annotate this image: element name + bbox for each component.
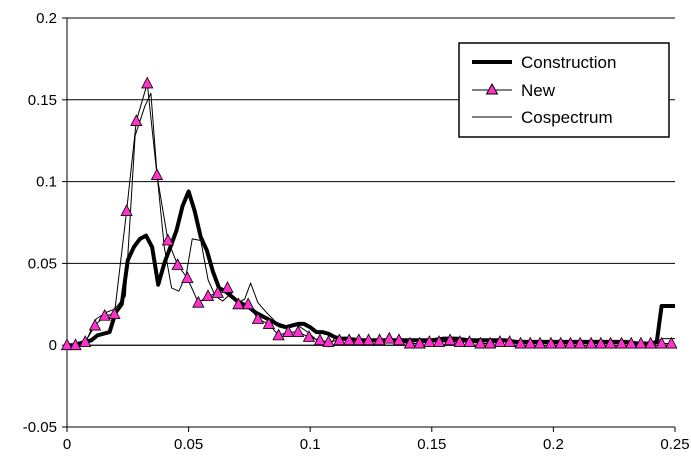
data-point-new <box>493 335 507 347</box>
data-point-new <box>362 333 375 346</box>
y-tick-label: 0.15 <box>28 92 57 109</box>
data-point-new <box>474 336 487 349</box>
data-point-new <box>302 330 316 342</box>
data-point-new <box>232 297 245 310</box>
data-point-new <box>383 331 396 344</box>
data-point-new <box>141 76 154 89</box>
data-point-new <box>514 336 527 349</box>
data-point-new <box>108 307 121 320</box>
data-point-new <box>544 336 558 349</box>
data-point-new <box>594 336 607 349</box>
data-point-new <box>625 336 638 349</box>
data-point-new <box>604 336 617 349</box>
data-point-new <box>242 297 255 310</box>
data-point-new <box>60 338 74 351</box>
y-tick-label: 0.1 <box>36 174 57 191</box>
data-point-new <box>333 333 346 346</box>
x-tick-label: 0.1 <box>300 436 321 453</box>
legend-label-construction: Construction <box>521 53 616 72</box>
data-point-new <box>262 317 276 329</box>
x-tick-label: 0.05 <box>174 436 203 453</box>
data-point-new <box>130 114 143 126</box>
data-point-new <box>484 336 497 349</box>
data-point-new <box>322 335 335 347</box>
data-point-new <box>615 336 628 349</box>
data-point-new <box>282 325 295 338</box>
data-point-new <box>453 335 466 347</box>
data-point-new <box>463 335 476 347</box>
data-point-new <box>564 336 577 349</box>
data-point-new <box>342 333 356 346</box>
data-point-new <box>524 336 537 349</box>
data-point-new <box>655 336 668 349</box>
data-point-new <box>554 336 567 349</box>
data-point-new <box>443 333 457 346</box>
tick-labels: -0.05 0 0.05 0.1 0.15 0.2 0 0.05 0.1 0.15 0.2 0.25 <box>23 10 690 453</box>
data-point-new <box>79 335 92 347</box>
series-line-construction <box>67 189 675 348</box>
legend: Construction New Cospectrum <box>458 42 670 138</box>
data-point-new <box>413 336 426 349</box>
legend-label-new: New <box>521 81 556 100</box>
data-point-new <box>432 335 446 347</box>
data-point-new <box>88 318 102 331</box>
data-point-new <box>533 336 547 349</box>
data-point-new <box>171 258 184 270</box>
data-point-new <box>665 336 678 349</box>
legend-marker-new <box>485 82 499 95</box>
y-tick-label: 0.2 <box>36 10 57 27</box>
data-point-new <box>352 333 366 346</box>
data-point-new <box>251 312 265 324</box>
data-point-new <box>503 335 516 347</box>
data-point-new <box>211 285 224 298</box>
data-point-new <box>69 338 82 351</box>
x-tick-label: 0.25 <box>660 436 689 453</box>
x-tick-label: 0.15 <box>417 436 446 453</box>
data-point-new <box>120 204 133 216</box>
data-point-new <box>313 333 327 346</box>
data-point-new <box>291 325 305 338</box>
series-layer <box>60 76 678 351</box>
x-tick-label: 0.2 <box>543 436 564 453</box>
x-tick-label: 0 <box>63 436 71 453</box>
data-point-new <box>98 308 111 321</box>
data-point-new <box>423 335 436 347</box>
data-point-new <box>373 333 386 346</box>
data-point-new <box>634 336 648 349</box>
y-tick-label: -0.05 <box>23 419 57 436</box>
legend-label-cospectrum: Cospectrum <box>521 108 613 127</box>
data-point-new <box>584 336 598 349</box>
data-point-new <box>201 289 215 302</box>
data-point-new <box>221 281 234 293</box>
data-point-new <box>150 168 164 180</box>
y-tick-label: 0.05 <box>28 255 57 272</box>
y-tick-label: 0 <box>49 337 57 354</box>
data-point-new <box>573 336 587 349</box>
data-point-new <box>644 336 657 349</box>
data-point-new <box>403 336 417 349</box>
data-point-new <box>272 328 285 341</box>
data-point-new <box>181 271 194 284</box>
data-point-new <box>161 233 175 246</box>
data-point-new <box>192 295 205 308</box>
data-point-new <box>392 333 406 346</box>
